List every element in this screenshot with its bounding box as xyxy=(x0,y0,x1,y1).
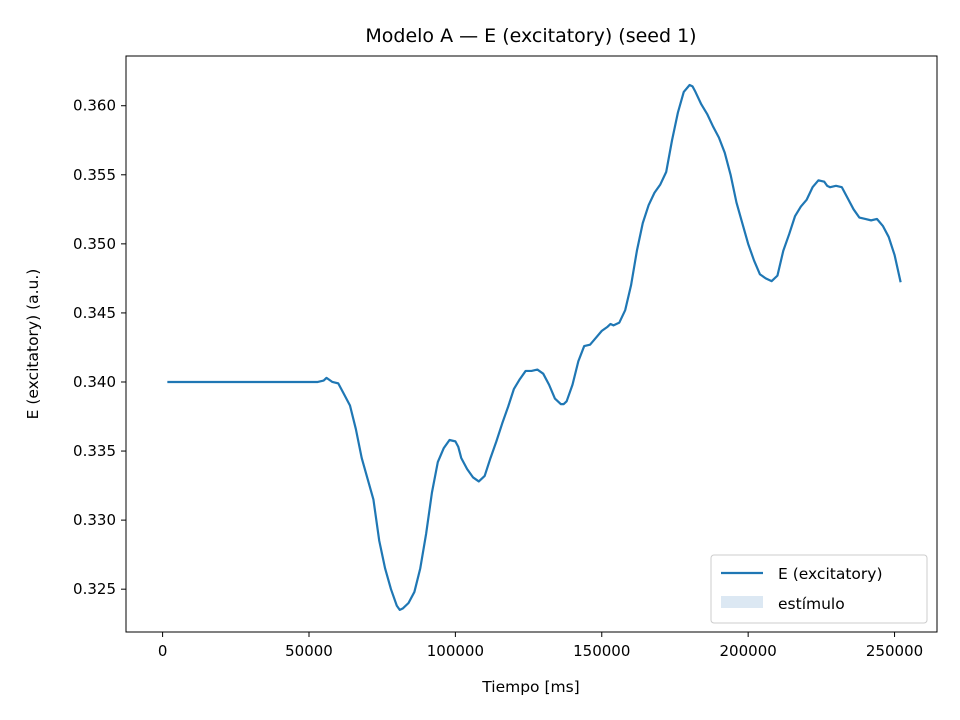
y-tick-label: 0.340 xyxy=(73,373,116,391)
x-tick-label: 250000 xyxy=(866,642,923,660)
legend-label-estimulo: estímulo xyxy=(778,595,845,613)
y-tick-label: 0.360 xyxy=(73,97,116,115)
x-axis-label: Tiempo [ms] xyxy=(481,678,579,696)
legend: E (excitatory) estímulo xyxy=(710,554,928,624)
y-tick-label: 0.330 xyxy=(73,511,116,529)
y-tick-label: 0.350 xyxy=(73,235,116,253)
y-axis: 0.325 0.330 0.335 0.340 0.345 0.350 0.355 0.360 xyxy=(73,97,126,598)
chart-title: Modelo A — E (excitatory) (seed 1) xyxy=(365,25,696,47)
y-tick-label: 0.335 xyxy=(73,442,116,460)
x-tick-label: 50000 xyxy=(285,642,333,660)
x-tick-label: 150000 xyxy=(573,642,630,660)
x-axis: 0 50000 100000 150000 200000 250000 xyxy=(158,632,923,660)
legend-patch-swatch xyxy=(721,596,763,608)
y-axis-label: E (excitatory) (a.u.) xyxy=(24,269,42,420)
y-tick-label: 0.355 xyxy=(73,166,116,184)
x-tick-label: 0 xyxy=(158,642,168,660)
axes-frame xyxy=(125,55,938,633)
series-line-e-excitatory xyxy=(167,83,902,611)
y-tick-label: 0.325 xyxy=(73,580,116,598)
x-tick-label: 200000 xyxy=(720,642,777,660)
legend-label-e-excitatory: E (excitatory) xyxy=(778,565,883,583)
plot-area xyxy=(167,83,902,611)
y-tick-label: 0.345 xyxy=(73,304,116,322)
x-tick-label: 100000 xyxy=(427,642,484,660)
legend-box xyxy=(710,554,928,624)
